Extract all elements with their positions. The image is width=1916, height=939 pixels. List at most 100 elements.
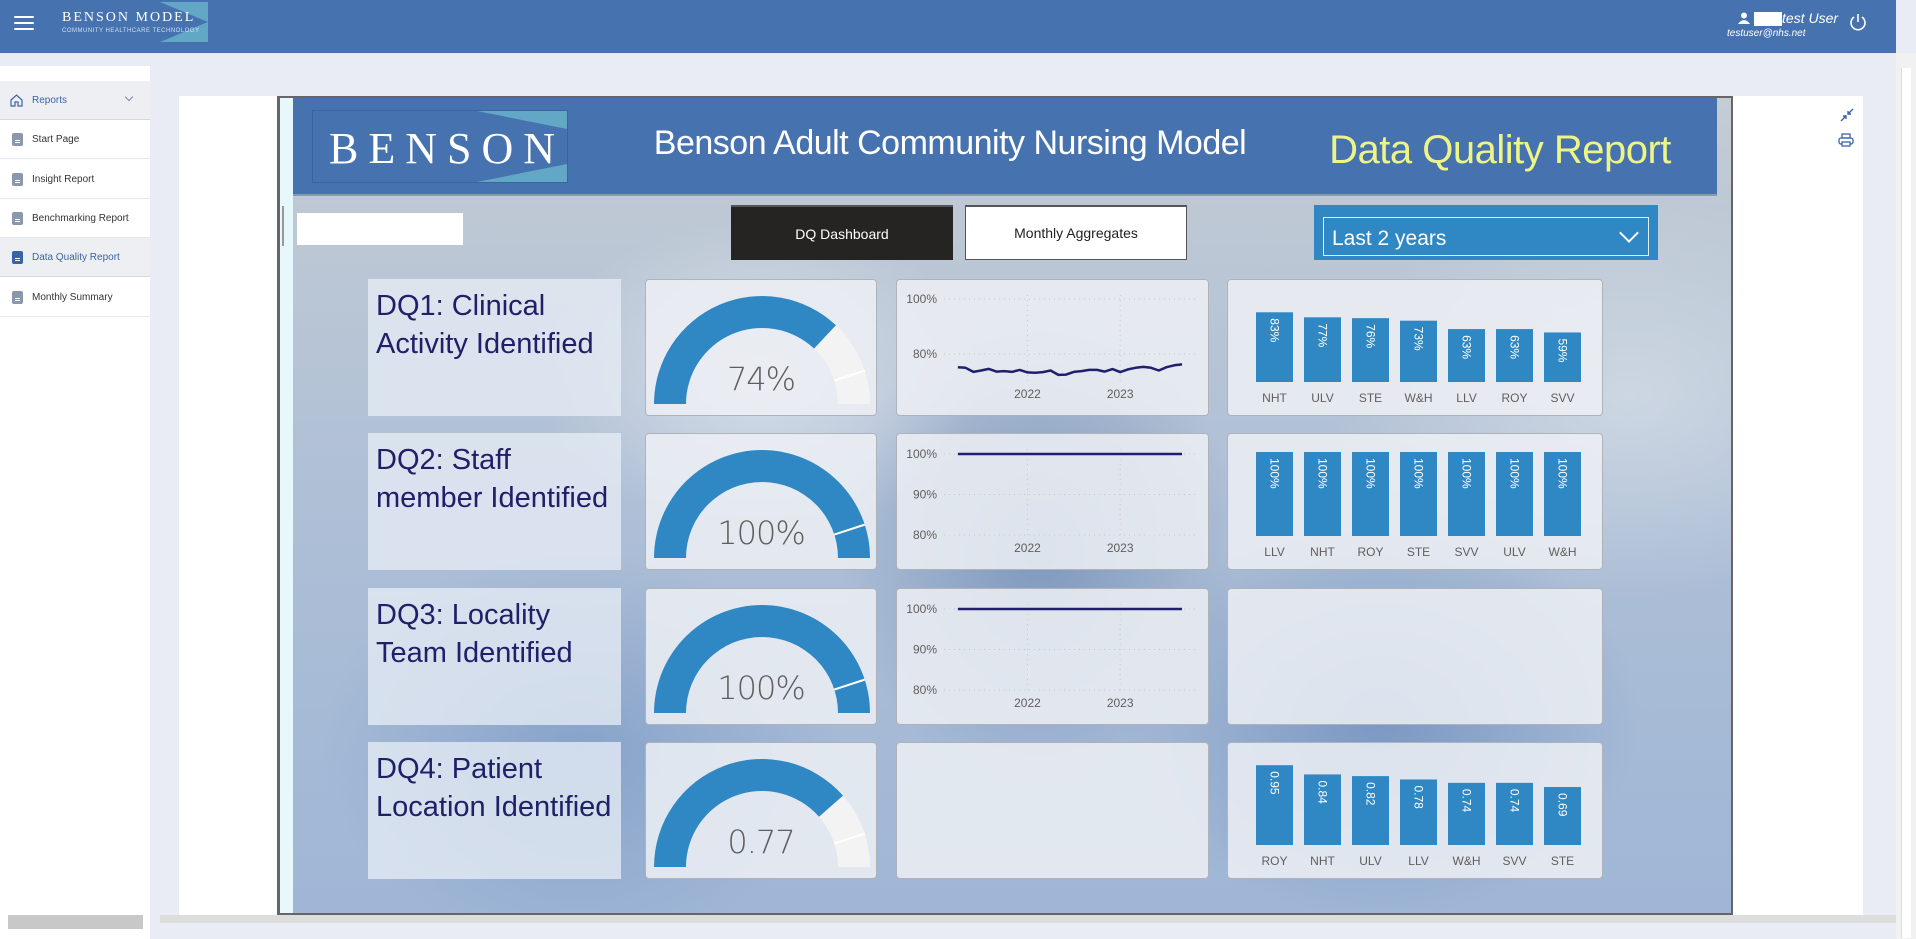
bar[interactable] <box>1400 779 1437 845</box>
document-icon <box>12 172 23 186</box>
document-icon <box>12 132 23 146</box>
home-icon <box>10 93 23 107</box>
print-icon[interactable] <box>1838 133 1854 147</box>
trend-card[interactable] <box>896 742 1209 879</box>
sidebar-item-label: Insight Report <box>32 173 95 185</box>
dq-dashboard-button[interactable]: DQ Dashboard <box>731 205 953 260</box>
trend-line-chart: 100% 90% 80% 2022 2023 <box>906 447 1199 555</box>
sidebar-scrollbar[interactable] <box>8 915 143 929</box>
gauge-value: 74% <box>726 360 796 398</box>
dq-label-card: DQ2: Staff member Identified <box>368 433 621 570</box>
bar[interactable] <box>1544 787 1581 845</box>
vertical-scrollbar[interactable] <box>1896 53 1916 939</box>
brand-logo[interactable]: BENSON MODEL COMMUNITY HEALTHCARE TECHNO… <box>60 2 208 42</box>
trend-line <box>957 363 1183 377</box>
bar[interactable] <box>1448 329 1485 382</box>
bar[interactable] <box>1352 452 1389 536</box>
gauge-card[interactable]: 100% <box>645 588 877 725</box>
bar-data-label: 0.69 <box>1556 793 1570 817</box>
dq-label: DQ4: Patient Location Identified <box>376 753 612 823</box>
bar-data-label: 0.95 <box>1268 771 1282 795</box>
sidebar-item-monthly-summary[interactable]: Monthly Summary <box>0 278 150 317</box>
y-tick-label: 90% <box>913 488 937 502</box>
bar[interactable] <box>1304 774 1341 845</box>
bar-data-label: 0.74 <box>1508 789 1522 813</box>
bar[interactable] <box>1352 318 1389 382</box>
bar-card[interactable] <box>1227 588 1603 725</box>
dq-label-card: DQ4: Patient Location Identified <box>368 742 621 879</box>
bar-data-label: 100% <box>1316 458 1330 489</box>
x-tick-label: 2022 <box>1014 541 1041 555</box>
bar[interactable] <box>1496 329 1533 382</box>
gauge-fill <box>654 450 870 558</box>
x-tick-label: 2023 <box>1107 541 1134 555</box>
period-dropdown[interactable]: Last 2 years <box>1314 205 1658 260</box>
bar[interactable] <box>1352 776 1389 845</box>
bar-data-label: 0.78 <box>1412 785 1426 809</box>
document-icon <box>12 211 23 225</box>
bar[interactable] <box>1496 782 1533 845</box>
dq-label: DQ1: Clinical Activity Identified <box>376 290 594 360</box>
sidebar-item-label: Monthly Summary <box>32 291 113 303</box>
bar-card[interactable]: 0.95 ROY 0.84 NHT 0.82 ULV 0.78 LLV 0.74 W&H 0.74 S… <box>1227 742 1603 879</box>
bar[interactable] <box>1304 317 1341 382</box>
gauge-card[interactable]: 0.77 <box>645 742 877 879</box>
monthly-aggregates-button[interactable]: Monthly Aggregates <box>965 205 1187 260</box>
gauge-target-marker <box>833 523 866 536</box>
period-dropdown-value: Last 2 years <box>1332 227 1447 250</box>
user-name[interactable]: test User <box>1782 10 1839 26</box>
bar-category-label: STE <box>1359 391 1382 405</box>
bar-data-label: 100% <box>1556 458 1570 489</box>
trend-card[interactable]: 100% 90% 80% 2022 2023 <box>896 433 1209 570</box>
bar-data-label: 76% <box>1364 324 1378 348</box>
gauge-value: 100% <box>717 669 805 707</box>
trend-line-chart: 100% 80% 2022 2023 <box>906 292 1199 401</box>
bar-category-label: SVV <box>1550 391 1574 405</box>
gauge-card[interactable]: 74% <box>645 279 877 416</box>
canvas-edge <box>280 98 293 913</box>
bar[interactable] <box>1448 782 1485 845</box>
horizontal-scrollbar[interactable] <box>160 915 1896 923</box>
bar[interactable] <box>1256 452 1293 536</box>
bar-category-label: STE <box>1551 854 1574 868</box>
trend-card[interactable]: 100% 80% 2022 2023 <box>896 279 1209 416</box>
top-bar <box>0 0 1896 53</box>
bar-card[interactable]: 100% LLV 100% NHT 100% ROY 100% STE 100% SVV 100% U… <box>1227 433 1603 570</box>
sidebar-item-insight-report[interactable]: Insight Report <box>0 160 150 199</box>
sidebar-item-data-quality-report[interactable]: Data Quality Report <box>0 238 150 277</box>
bar[interactable] <box>1256 765 1293 845</box>
y-tick-label: 100% <box>906 292 937 306</box>
bar[interactable] <box>1544 452 1581 536</box>
bar[interactable] <box>1448 452 1485 536</box>
trend-card[interactable]: 100% 90% 80% 2022 2023 <box>896 588 1209 725</box>
bar[interactable] <box>1544 332 1581 382</box>
bar-data-label: 100% <box>1508 458 1522 489</box>
menu-icon[interactable] <box>14 16 34 32</box>
bar-data-label: 77% <box>1316 323 1330 347</box>
bar[interactable] <box>1400 320 1437 382</box>
x-tick-label: 2022 <box>1014 696 1041 710</box>
bar[interactable] <box>1304 452 1341 536</box>
sidebar-section-reports[interactable]: Reports <box>0 81 150 120</box>
bar-data-label: 63% <box>1508 335 1522 359</box>
sidebar-item-start-page[interactable]: Start Page <box>0 120 150 159</box>
gauge-fill <box>654 296 836 404</box>
power-icon[interactable] <box>1848 12 1868 32</box>
bar-category-label: SVV <box>1454 545 1478 559</box>
bar[interactable] <box>1256 312 1293 382</box>
exit-fullscreen-icon[interactable] <box>1840 108 1854 122</box>
sidebar-item-benchmarking-report[interactable]: Benchmarking Report <box>0 199 150 238</box>
bar[interactable] <box>1496 452 1533 536</box>
bar-category-label: LLV <box>1456 391 1476 405</box>
y-tick-label: 90% <box>913 643 937 657</box>
bar-category-label: W&H <box>1549 545 1577 559</box>
chevron-down-icon <box>1619 223 1639 243</box>
bar[interactable] <box>1400 452 1437 536</box>
bar-category-label: ULV <box>1311 391 1333 405</box>
bar-card[interactable]: 83% NHT 77% ULV 76% STE 73% W&H 63% LLV 63% ROY 59% S… <box>1227 279 1603 416</box>
resize-handle[interactable] <box>282 206 284 246</box>
gauge-card[interactable]: 100% <box>645 433 877 570</box>
bar-data-label: 100% <box>1364 458 1378 489</box>
bar-category-label: ULV <box>1503 545 1525 559</box>
bar-category-label: NHT <box>1310 854 1335 868</box>
